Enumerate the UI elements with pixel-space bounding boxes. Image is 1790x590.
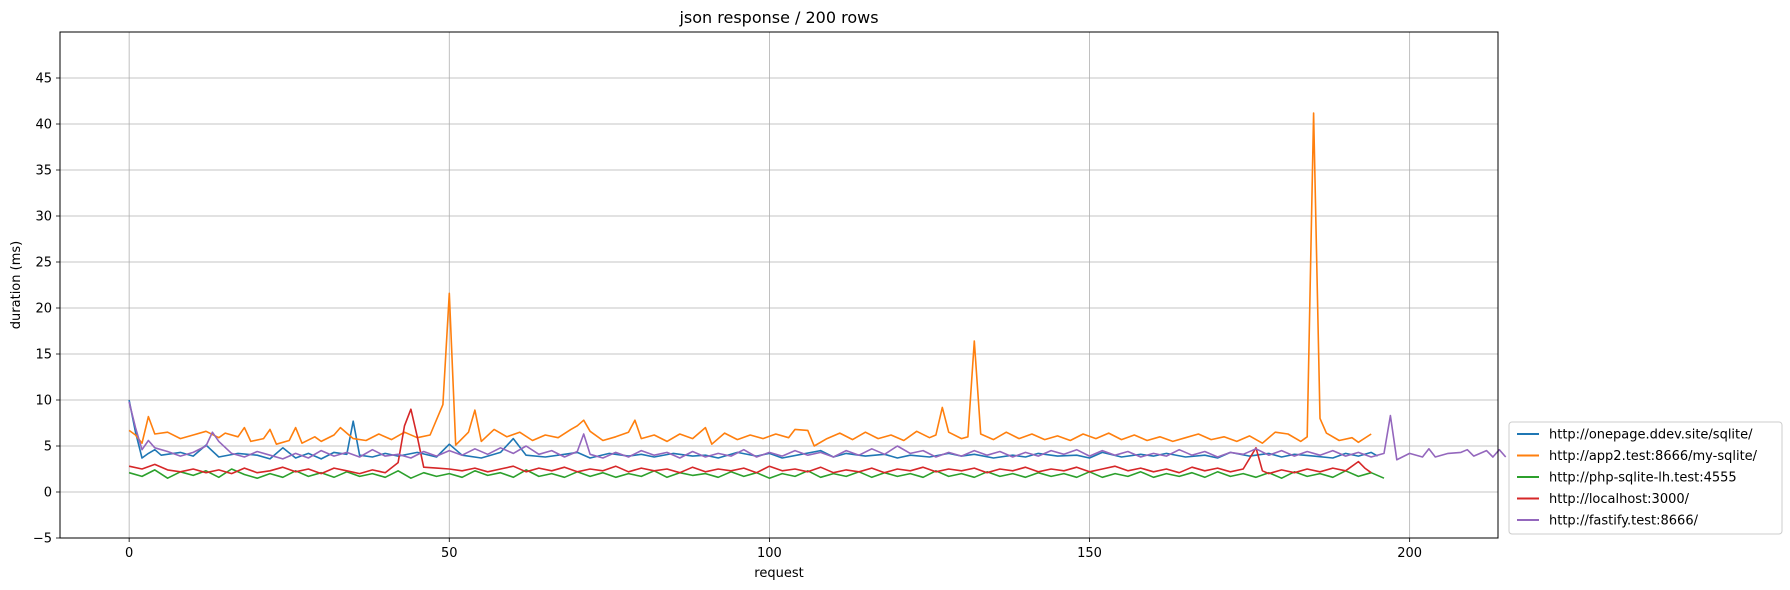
y-tick-label: 15 bbox=[35, 348, 52, 363]
series-line-5 bbox=[128, 401, 1507, 461]
series-line-2 bbox=[128, 112, 1372, 447]
x-axis-label: request bbox=[754, 566, 803, 581]
x-tick-label: 100 bbox=[757, 546, 782, 561]
y-tick-label: 20 bbox=[35, 302, 52, 317]
y-tick-label: 35 bbox=[35, 164, 52, 179]
x-tick-label: 200 bbox=[1397, 546, 1422, 561]
series-lines bbox=[128, 112, 1507, 479]
legend-box bbox=[1508, 421, 1783, 535]
y-tick-label: 30 bbox=[35, 210, 52, 225]
grid bbox=[60, 32, 1498, 539]
legend-label-1: http://onepage.ddev.site/sqlite/ bbox=[1549, 428, 1753, 443]
chart-title: json response / 200 rows bbox=[678, 8, 878, 27]
series-line-3 bbox=[128, 468, 1385, 479]
y-tick-label: 5 bbox=[44, 440, 52, 455]
x-tick-label: 50 bbox=[441, 546, 458, 561]
axis-ticks: 0 50 100 150 200 −5 0 5 10 15 20 25 30 35 40 45 bbox=[33, 72, 1422, 562]
x-tick-label: 150 bbox=[1077, 546, 1102, 561]
y-axis-label: duration (ms) bbox=[9, 241, 24, 329]
y-tick-label: −5 bbox=[33, 532, 52, 547]
legend-label-5: http://fastify.test:8666/ bbox=[1549, 514, 1699, 529]
series-line-1 bbox=[128, 399, 1379, 460]
x-tick-label: 0 bbox=[125, 546, 133, 561]
y-tick-label: 10 bbox=[35, 394, 52, 409]
legend-label-2: http://app2.test:8666/my-sqlite/ bbox=[1549, 449, 1758, 464]
legend-label-3: http://php-sqlite-lh.test:4555 bbox=[1549, 471, 1737, 486]
series-line-4 bbox=[128, 408, 1372, 475]
y-tick-label: 25 bbox=[35, 256, 52, 271]
legend: http://onepage.ddev.site/sqlite/http://a… bbox=[1508, 421, 1783, 535]
plot-frame bbox=[59, 31, 1499, 539]
y-tick-label: 40 bbox=[35, 118, 52, 133]
legend-label-4: http://localhost:3000/ bbox=[1549, 492, 1690, 507]
y-tick-label: 0 bbox=[44, 486, 52, 501]
y-tick-label: 45 bbox=[35, 72, 52, 87]
